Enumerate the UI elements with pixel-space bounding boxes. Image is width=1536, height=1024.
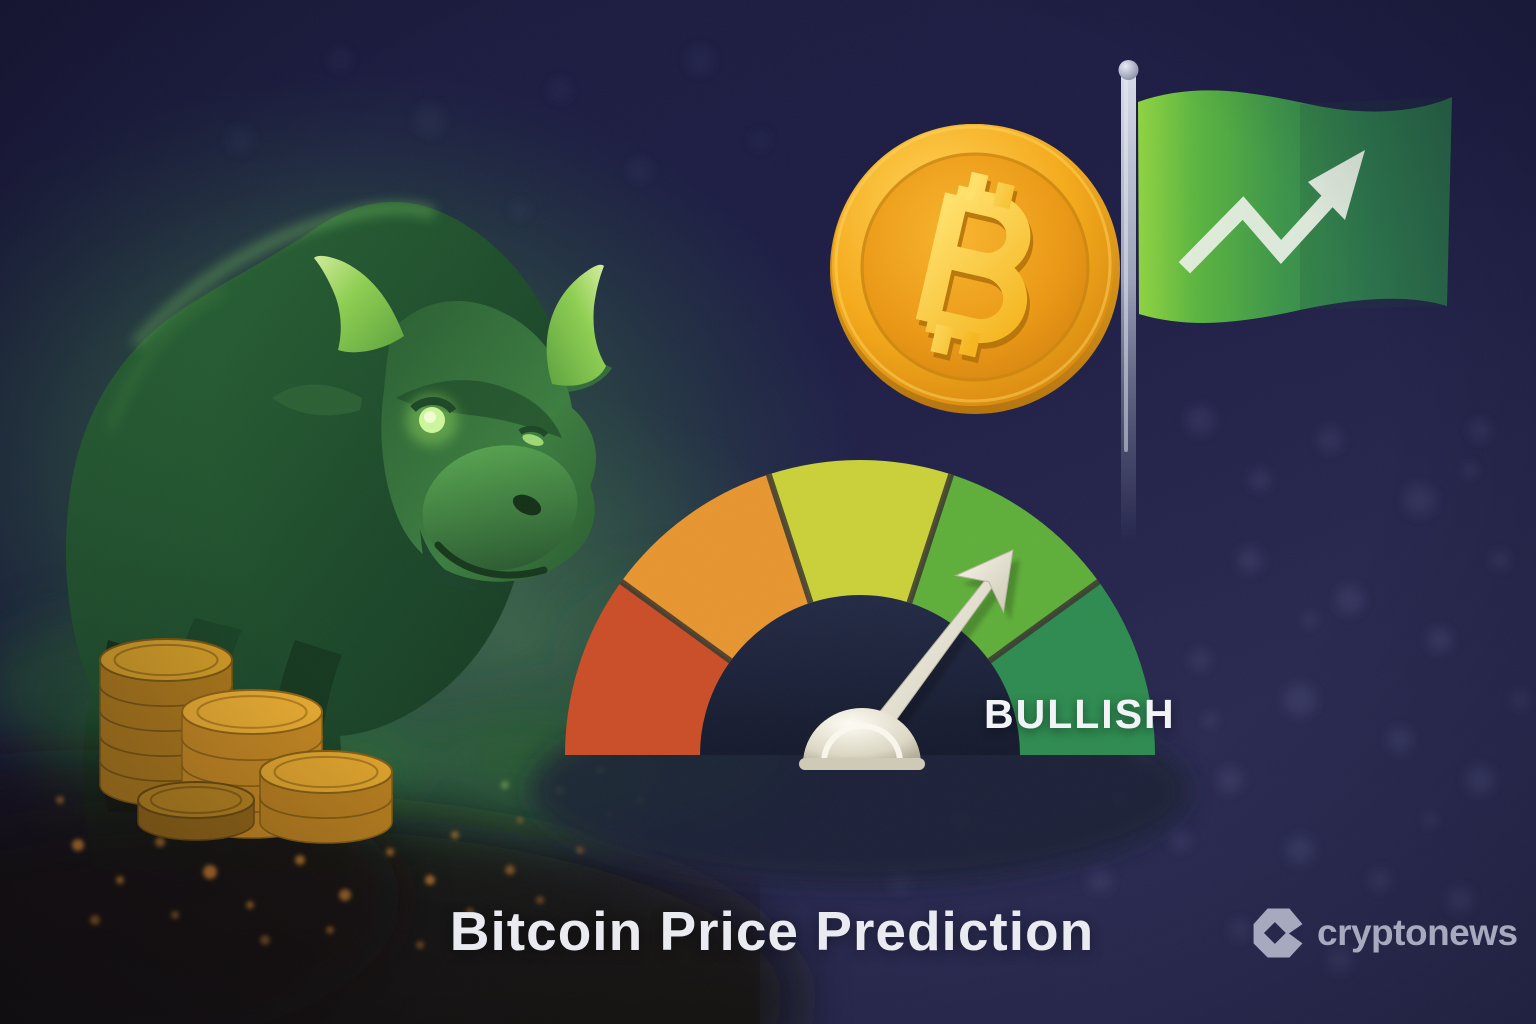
- page-title: Bitcoin Price Prediction: [449, 900, 1095, 962]
- cryptonews-logo-icon: [1253, 908, 1303, 958]
- bullish-label: BULLISH: [984, 691, 1176, 737]
- brand-name: cryptonews: [1317, 912, 1518, 953]
- brand-logo: cryptonews: [1252, 902, 1518, 964]
